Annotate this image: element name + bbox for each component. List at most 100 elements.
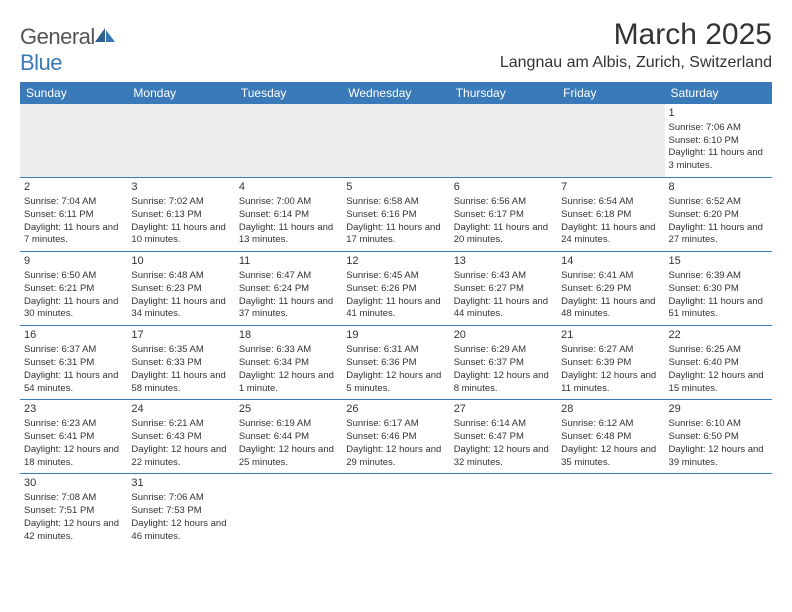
calendar-cell: 19Sunrise: 6:31 AMSunset: 6:36 PMDayligh… [342,326,449,400]
daylight-line: Daylight: 11 hours and 54 minutes. [24,370,123,396]
calendar-week: 9Sunrise: 6:50 AMSunset: 6:21 PMDaylight… [20,252,772,326]
daylight-line: Daylight: 11 hours and 58 minutes. [131,370,230,396]
day-number: 25 [239,402,338,417]
day-number: 8 [669,180,768,195]
day-header: Friday [557,82,664,104]
calendar-cell: 31Sunrise: 7:06 AMSunset: 7:53 PMDayligh… [127,474,234,548]
calendar-week: 30Sunrise: 7:08 AMSunset: 7:51 PMDayligh… [20,474,772,548]
calendar-cell: 27Sunrise: 6:14 AMSunset: 6:47 PMDayligh… [450,400,557,474]
daylight-line: Daylight: 12 hours and 22 minutes. [131,444,230,470]
daylight-line: Daylight: 12 hours and 39 minutes. [669,444,768,470]
daylight-line: Daylight: 11 hours and 30 minutes. [24,296,123,322]
calendar-cell: 24Sunrise: 6:21 AMSunset: 6:43 PMDayligh… [127,400,234,474]
title-block: March 2025 Langnau am Albis, Zurich, Swi… [500,18,772,72]
day-number: 3 [131,180,230,195]
calendar-cell [450,474,557,548]
sunrise-line: Sunrise: 6:17 AM [346,418,445,431]
calendar-cell: 18Sunrise: 6:33 AMSunset: 6:34 PMDayligh… [235,326,342,400]
sunset-line: Sunset: 6:46 PM [346,431,445,444]
sunset-line: Sunset: 6:13 PM [131,209,230,222]
calendar-week: 16Sunrise: 6:37 AMSunset: 6:31 PMDayligh… [20,326,772,400]
sunrise-line: Sunrise: 6:37 AM [24,344,123,357]
calendar-cell: 29Sunrise: 6:10 AMSunset: 6:50 PMDayligh… [665,400,772,474]
daylight-line: Daylight: 12 hours and 1 minute. [239,370,338,396]
calendar-cell: 10Sunrise: 6:48 AMSunset: 6:23 PMDayligh… [127,252,234,326]
daylight-line: Daylight: 12 hours and 32 minutes. [454,444,553,470]
sunset-line: Sunset: 6:44 PM [239,431,338,444]
day-number: 31 [131,476,230,491]
sunrise-line: Sunrise: 7:08 AM [24,492,123,505]
daylight-line: Daylight: 12 hours and 46 minutes. [131,518,230,544]
day-number: 5 [346,180,445,195]
sunset-line: Sunset: 6:41 PM [24,431,123,444]
logo-text: GeneralBlue [20,24,117,76]
daylight-line: Daylight: 11 hours and 3 minutes. [669,147,768,173]
sunrise-line: Sunrise: 6:23 AM [24,418,123,431]
day-number: 1 [669,106,768,121]
sunrise-line: Sunrise: 6:12 AM [561,418,660,431]
sunset-line: Sunset: 7:51 PM [24,505,123,518]
sunset-line: Sunset: 6:47 PM [454,431,553,444]
day-number: 17 [131,328,230,343]
day-number: 12 [346,254,445,269]
sunrise-line: Sunrise: 6:19 AM [239,418,338,431]
sunset-line: Sunset: 6:10 PM [669,135,768,148]
sunset-line: Sunset: 6:37 PM [454,357,553,370]
calendar-cell: 22Sunrise: 6:25 AMSunset: 6:40 PMDayligh… [665,326,772,400]
day-number: 21 [561,328,660,343]
calendar-cell [665,474,772,548]
calendar-cell [20,104,127,178]
sunrise-line: Sunrise: 6:27 AM [561,344,660,357]
calendar-cell: 8Sunrise: 6:52 AMSunset: 6:20 PMDaylight… [665,178,772,252]
sunrise-line: Sunrise: 6:10 AM [669,418,768,431]
daylight-line: Daylight: 12 hours and 35 minutes. [561,444,660,470]
sunset-line: Sunset: 6:21 PM [24,283,123,296]
sunset-line: Sunset: 7:53 PM [131,505,230,518]
daylight-line: Daylight: 11 hours and 44 minutes. [454,296,553,322]
calendar-week: 23Sunrise: 6:23 AMSunset: 6:41 PMDayligh… [20,400,772,474]
sunset-line: Sunset: 6:31 PM [24,357,123,370]
sunrise-line: Sunrise: 6:54 AM [561,196,660,209]
daylight-line: Daylight: 11 hours and 51 minutes. [669,296,768,322]
day-header-row: SundayMondayTuesdayWednesdayThursdayFrid… [20,82,772,104]
daylight-line: Daylight: 11 hours and 34 minutes. [131,296,230,322]
sunset-line: Sunset: 6:34 PM [239,357,338,370]
calendar-cell [342,104,449,178]
sunrise-line: Sunrise: 7:06 AM [131,492,230,505]
calendar-body: 1Sunrise: 7:06 AMSunset: 6:10 PMDaylight… [20,104,772,548]
day-header: Thursday [450,82,557,104]
sunset-line: Sunset: 6:26 PM [346,283,445,296]
calendar-cell [557,474,664,548]
sunrise-line: Sunrise: 6:31 AM [346,344,445,357]
daylight-line: Daylight: 12 hours and 11 minutes. [561,370,660,396]
sunset-line: Sunset: 6:48 PM [561,431,660,444]
sunset-line: Sunset: 6:29 PM [561,283,660,296]
sunset-line: Sunset: 6:17 PM [454,209,553,222]
daylight-line: Daylight: 11 hours and 20 minutes. [454,222,553,248]
day-number: 16 [24,328,123,343]
sunrise-line: Sunrise: 6:33 AM [239,344,338,357]
calendar-head: SundayMondayTuesdayWednesdayThursdayFrid… [20,82,772,104]
sunrise-line: Sunrise: 6:56 AM [454,196,553,209]
logo: GeneralBlue [20,24,117,76]
logo-general: General [20,24,95,49]
day-header: Saturday [665,82,772,104]
day-header: Monday [127,82,234,104]
logo-blue: Blue [20,50,62,75]
day-number: 2 [24,180,123,195]
calendar-cell [342,474,449,548]
day-number: 18 [239,328,338,343]
calendar-cell: 13Sunrise: 6:43 AMSunset: 6:27 PMDayligh… [450,252,557,326]
day-header: Wednesday [342,82,449,104]
day-number: 26 [346,402,445,417]
calendar-cell: 9Sunrise: 6:50 AMSunset: 6:21 PMDaylight… [20,252,127,326]
sunrise-line: Sunrise: 6:45 AM [346,270,445,283]
calendar-cell: 14Sunrise: 6:41 AMSunset: 6:29 PMDayligh… [557,252,664,326]
sunset-line: Sunset: 6:11 PM [24,209,123,222]
day-number: 19 [346,328,445,343]
calendar-cell: 7Sunrise: 6:54 AMSunset: 6:18 PMDaylight… [557,178,664,252]
calendar-cell [450,104,557,178]
sunset-line: Sunset: 6:30 PM [669,283,768,296]
calendar-cell [127,104,234,178]
sunset-line: Sunset: 6:39 PM [561,357,660,370]
